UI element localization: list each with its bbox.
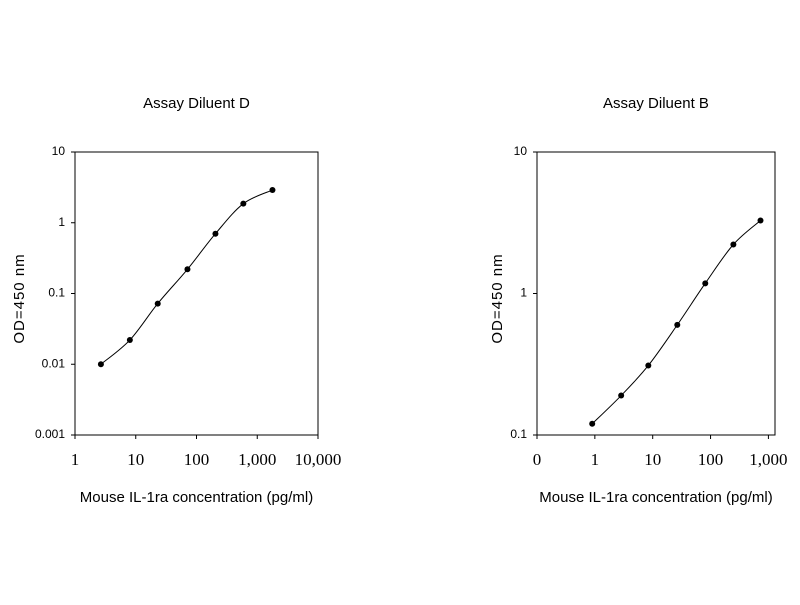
point [757, 217, 764, 224]
y-axis-label: OD=450 nm [489, 253, 506, 343]
point [126, 337, 133, 344]
x-tick-label: 10 [127, 450, 144, 469]
point [730, 241, 737, 248]
curve [100, 189, 273, 365]
y-tick-label: 0.1 [510, 427, 527, 441]
y-tick-label: 0.01 [42, 356, 66, 370]
x-tick-label: 100 [184, 450, 210, 469]
y-tick-label: 10 [52, 144, 66, 158]
x-tick-label: 1 [71, 450, 80, 469]
x-tick-label: 10 [644, 450, 661, 469]
x-tick-label: 10,000 [295, 450, 342, 469]
plot-frame [74, 151, 319, 436]
chart-title: Assay Diluent D [143, 95, 250, 112]
point [589, 420, 596, 427]
point [674, 321, 681, 328]
y-tick-label: 10 [514, 144, 528, 158]
point [97, 361, 104, 368]
y-tick-label: 1 [520, 286, 527, 300]
x-tick-label: 1 [591, 450, 600, 469]
point [618, 392, 625, 399]
y-tick-label: 0.001 [35, 427, 65, 441]
point [240, 200, 247, 207]
point [269, 187, 276, 194]
point [184, 266, 191, 273]
y-tick-label: 1 [58, 215, 65, 229]
x-tick-label: 1,000 [238, 450, 276, 469]
x-tick-label: 100 [698, 450, 724, 469]
y-tick-label: 0.1 [48, 286, 65, 300]
point [212, 230, 219, 237]
x-tick-label: 0 [533, 450, 542, 469]
point [702, 280, 709, 287]
plot-frame [536, 151, 776, 436]
point [645, 362, 652, 369]
x-axis-label: Mouse IL-1ra concentration (pg/ml) [80, 489, 313, 506]
chart-title: Assay Diluent B [603, 95, 709, 112]
x-tick-label: 1,000 [749, 450, 787, 469]
y-axis-label: OD=450 nm [11, 253, 28, 343]
x-axis-label: Mouse IL-1ra concentration (pg/ml) [539, 489, 772, 506]
point [154, 300, 161, 307]
